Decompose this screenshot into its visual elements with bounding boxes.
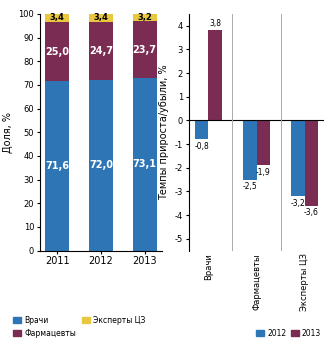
- Text: 71,6: 71,6: [45, 161, 69, 171]
- Y-axis label: Темпы прироста/убыли, %: Темпы прироста/убыли, %: [159, 64, 169, 200]
- Bar: [45, 22, 69, 81]
- Text: -3,2: -3,2: [291, 199, 305, 208]
- Bar: [45, 81, 69, 251]
- Bar: [45, 14, 69, 22]
- Text: 3,4: 3,4: [50, 14, 65, 22]
- Text: -2,5: -2,5: [242, 182, 257, 191]
- Legend: Врачи, Фармацевты, Эксперты ЦЗ: Врачи, Фармацевты, Эксперты ЦЗ: [11, 313, 148, 341]
- Bar: [89, 80, 113, 251]
- Text: 72,0: 72,0: [89, 160, 113, 171]
- Bar: [243, 120, 257, 180]
- Legend: 2012, 2013: 2012, 2013: [254, 326, 324, 341]
- Text: -0,8: -0,8: [194, 142, 209, 151]
- Text: 24,7: 24,7: [89, 46, 113, 56]
- Bar: [89, 22, 113, 80]
- Bar: [291, 120, 305, 196]
- Text: -3,6: -3,6: [304, 208, 319, 218]
- Text: 25,0: 25,0: [45, 47, 69, 56]
- Bar: [208, 31, 222, 120]
- Bar: [133, 78, 157, 251]
- Bar: [195, 120, 208, 139]
- Text: 3,2: 3,2: [137, 13, 152, 22]
- Bar: [305, 120, 318, 206]
- Bar: [89, 14, 113, 22]
- Text: -1,9: -1,9: [256, 168, 271, 177]
- Bar: [257, 120, 270, 165]
- Y-axis label: Доля, %: Доля, %: [3, 112, 13, 153]
- Text: 3,4: 3,4: [94, 13, 108, 22]
- Bar: [133, 14, 157, 22]
- Text: 3,8: 3,8: [209, 19, 221, 27]
- Bar: [133, 22, 157, 78]
- Text: 23,7: 23,7: [133, 45, 157, 55]
- Text: 73,1: 73,1: [133, 159, 157, 169]
